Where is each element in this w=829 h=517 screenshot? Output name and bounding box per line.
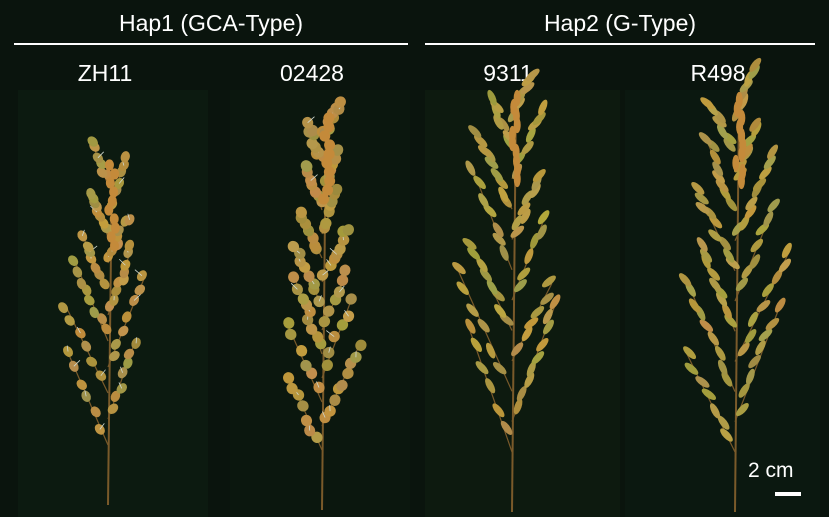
group-divider-hap2 xyxy=(425,43,815,45)
group-title-hap1: Hap1 (GCA-Type) xyxy=(118,10,304,36)
panicle-9311 xyxy=(425,68,620,517)
scale-bar xyxy=(775,492,801,496)
panicle-r498 xyxy=(625,57,820,517)
panicle-02428 xyxy=(230,90,410,517)
group-title-hap2: Hap2 (G-Type) xyxy=(543,10,697,36)
variety-label-r498: R498 xyxy=(690,60,746,86)
scale-bar-label: 2 cm xyxy=(748,459,794,482)
panicle-zh11 xyxy=(18,90,208,517)
group-divider-hap1 xyxy=(14,43,408,45)
variety-label-zh11: ZH11 xyxy=(77,60,133,86)
variety-label-02428: 02428 xyxy=(280,60,344,86)
